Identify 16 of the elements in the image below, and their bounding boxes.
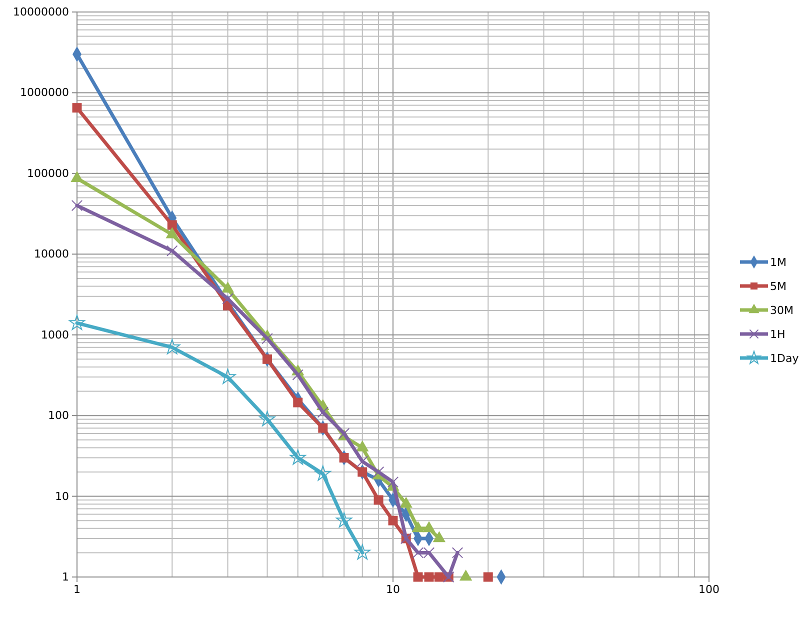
y-tick-label: 10000000 xyxy=(13,6,69,19)
legend-label: 5M xyxy=(770,280,786,293)
y-tick-label: 1 xyxy=(62,570,69,584)
y-tick-label: 100000 xyxy=(27,166,69,180)
y-tick-label: 10 xyxy=(55,490,69,503)
y-tick-label: 100 xyxy=(48,409,69,422)
y-tick-label: 1000000 xyxy=(20,86,69,100)
legend-label: 1M xyxy=(770,256,786,269)
y-tick-label: 10000 xyxy=(34,248,69,261)
y-tick-label: 1000 xyxy=(41,328,69,342)
legend-label: 1H xyxy=(770,328,786,341)
legend-label: 30M xyxy=(770,304,794,317)
x-tick-label: 10 xyxy=(386,582,400,596)
x-tick-label: 1 xyxy=(74,582,80,596)
legend-label: 1Day xyxy=(770,352,800,365)
x-tick-label: 100 xyxy=(698,582,720,596)
